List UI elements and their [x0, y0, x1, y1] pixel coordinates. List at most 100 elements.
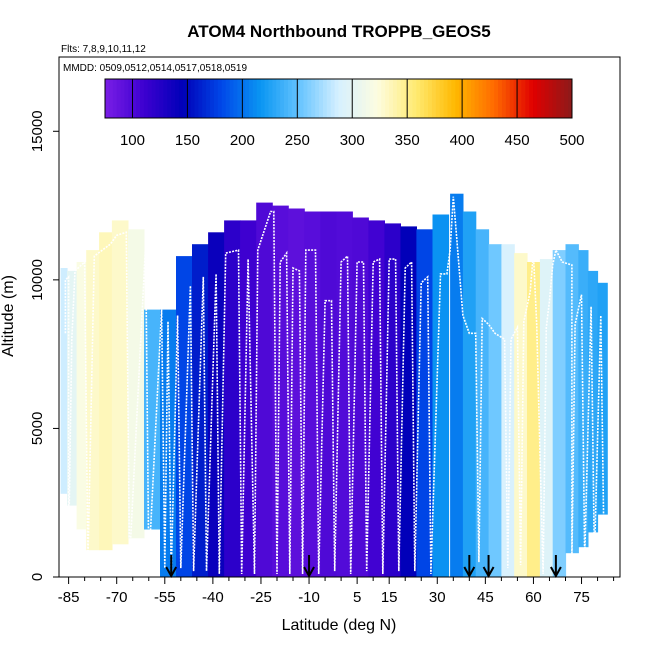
arrow-marker-2 — [463, 555, 476, 579]
arrow-marker-3 — [482, 555, 495, 579]
heatmap-column-6 — [127, 229, 145, 539]
colorbar-segment-75 — [396, 79, 402, 118]
colorbar-segment-95 — [474, 79, 480, 118]
colorbar-segment-46 — [284, 79, 289, 118]
colorbar-segment-6 — [128, 79, 133, 118]
arrow-marker-1 — [303, 555, 315, 579]
colorbar-segment-106 — [517, 79, 522, 118]
colorbar-segment-45 — [280, 79, 285, 118]
colorbar-segment-18 — [175, 79, 180, 118]
heatmap-column-16 — [288, 208, 305, 577]
colorbar-segment-96 — [478, 79, 483, 118]
colorbar-tick-label: 250 — [285, 132, 310, 149]
arrow-markers — [165, 555, 562, 579]
colorbar-segment-17 — [171, 79, 176, 118]
heatmap-column-2 — [76, 262, 87, 530]
heatmap-column-25 — [432, 214, 450, 577]
colorbar-segment-114 — [548, 79, 554, 118]
colorbar-segment-97 — [482, 79, 487, 118]
colorbar-segment-34 — [237, 79, 242, 118]
colorbar-segment-58 — [330, 79, 336, 118]
colorbar-segment-67 — [365, 79, 371, 118]
colorbar-segment-2 — [112, 79, 118, 118]
x-tick-label: -85 — [58, 589, 80, 606]
colorbar-segment-88 — [447, 79, 452, 118]
colorbar-segment-48 — [291, 79, 297, 118]
colorbar-segment-31 — [225, 79, 231, 118]
colorbar-segment-86 — [439, 79, 445, 118]
colorbar — [104, 78, 573, 119]
colorbar-segment-23 — [194, 79, 199, 118]
colorbar-segment-71 — [381, 79, 386, 118]
colorbar-segment-28 — [213, 79, 219, 118]
colorbar-segment-26 — [206, 79, 211, 118]
colorbar-segment-73 — [389, 79, 394, 118]
colorbar-segment-60 — [338, 79, 343, 118]
colorbar-tick-label: 450 — [505, 132, 530, 149]
colorbar-segment-66 — [361, 79, 367, 118]
x-tick-label: -55 — [154, 589, 176, 606]
y-axis: 0 5000 10000 15000 — [29, 110, 59, 581]
colorbar-segment-83 — [428, 79, 433, 118]
colorbar-segment-59 — [334, 79, 339, 118]
colorbar-segment-42 — [268, 79, 273, 118]
colorbar-segment-22 — [190, 79, 196, 118]
colorbar-segment-47 — [287, 79, 293, 118]
colorbar-tick-label: 200 — [230, 132, 255, 149]
heatmap-column-29 — [488, 244, 502, 577]
heatmap-column-7 — [144, 309, 161, 530]
heatmap-column-5 — [111, 220, 129, 545]
colorbar-segment-92 — [463, 79, 468, 118]
x-tick-label: 30 — [429, 589, 446, 606]
chart-title: ATOM4 Northbound TROPPB_GEOS5 — [187, 22, 491, 41]
colorbar-segment-61 — [342, 79, 347, 118]
colorbar-segment-91 — [459, 79, 464, 118]
x-tick-label: 75 — [573, 589, 590, 606]
x-tick-label: -40 — [202, 589, 224, 606]
colorbar-segment-119 — [568, 79, 573, 118]
heatmap-column-11 — [208, 232, 225, 577]
heatmap-column-4 — [99, 232, 113, 551]
colorbar-segment-25 — [202, 79, 207, 118]
colorbar-tick-label: 300 — [340, 132, 365, 149]
colorbar-segment-64 — [354, 79, 359, 118]
colorbar-segment-4 — [120, 79, 125, 118]
colorbar-segment-82 — [424, 79, 429, 118]
colorbar-segment-14 — [159, 79, 164, 118]
colorbar-segment-90 — [455, 79, 460, 118]
y-tick-label: 5000 — [29, 412, 46, 445]
colorbar-segment-51 — [303, 79, 308, 118]
colorbar-segment-103 — [505, 79, 511, 118]
heatmap-column-17 — [304, 211, 321, 577]
colorbar-segment-101 — [498, 79, 503, 118]
colorbar-segment-81 — [420, 79, 425, 118]
colorbar-segment-0 — [105, 79, 110, 118]
colorbar-segment-93 — [466, 79, 472, 118]
y-axis-label: Altitude (m) — [0, 275, 17, 357]
colorbar-segment-41 — [264, 79, 269, 118]
x-tick-label: -10 — [298, 589, 320, 606]
colorbar-segment-105 — [513, 79, 519, 118]
colorbar-segment-54 — [315, 79, 320, 118]
colorbar-segment-104 — [509, 79, 515, 118]
y-tick-label: 10000 — [29, 259, 46, 301]
x-axis: -85 -70 -55 -40 -25 -10 5 15 30 45 60 75 — [58, 577, 615, 606]
colorbar-segment-30 — [221, 79, 227, 118]
heatmap-column-33 — [539, 259, 554, 577]
colorbar-segment-87 — [443, 79, 448, 118]
colorbar-segment-98 — [486, 79, 491, 118]
colorbar-segment-80 — [416, 79, 421, 118]
heatmap-column-22 — [384, 223, 401, 577]
colorbar-segment-57 — [326, 79, 332, 118]
colorbar-segment-8 — [136, 79, 141, 118]
colorbar-segment-36 — [245, 79, 250, 118]
colorbar-segment-9 — [140, 79, 145, 118]
colorbar-segment-89 — [451, 79, 456, 118]
heatmap-column-34 — [552, 250, 567, 577]
x-tick-label: 5 — [353, 589, 361, 606]
colorbar-segment-118 — [564, 79, 569, 118]
colorbar-segment-24 — [198, 79, 203, 118]
colorbar-segment-78 — [408, 79, 413, 118]
heatmap-column-12 — [224, 220, 241, 577]
arrow-marker-4 — [550, 555, 562, 579]
